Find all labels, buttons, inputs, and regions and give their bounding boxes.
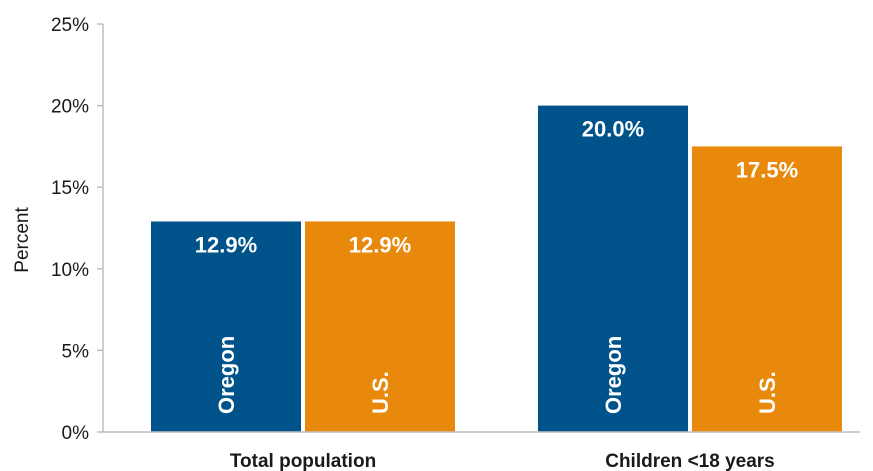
- data-label: 12.9%: [349, 232, 411, 257]
- data-label: 12.9%: [195, 232, 257, 257]
- bars: 12.9% Oregon 12.9% U.S. 20.0% Oregon 17.5% U.S.: [151, 105, 842, 432]
- category-label: Children <18 years: [605, 451, 775, 471]
- category-label: Total population: [230, 451, 376, 471]
- data-label: 20.0%: [582, 117, 644, 142]
- bar: [151, 221, 301, 432]
- series-name-label: U.S.: [755, 371, 780, 414]
- y-tick-label: 0%: [62, 423, 90, 444]
- y-axis-label: Percent: [12, 207, 33, 273]
- bar: [305, 221, 455, 432]
- category-labels: Total population Children <18 years: [230, 451, 775, 471]
- y-axis: 0% 5% 10% 15% 20% 25%: [51, 15, 104, 444]
- series-name-label: Oregon: [601, 336, 626, 414]
- y-tick-label: 10%: [51, 260, 89, 281]
- y-tick-label: 20%: [51, 97, 89, 118]
- y-tick-label: 5%: [62, 341, 90, 362]
- y-tick-label: 15%: [51, 178, 89, 199]
- bar: [538, 105, 688, 432]
- series-name-label: U.S.: [368, 371, 393, 414]
- y-tick-label: 25%: [51, 15, 89, 36]
- data-label: 17.5%: [736, 157, 798, 182]
- series-name-label: Oregon: [214, 336, 239, 414]
- bar: [692, 146, 842, 432]
